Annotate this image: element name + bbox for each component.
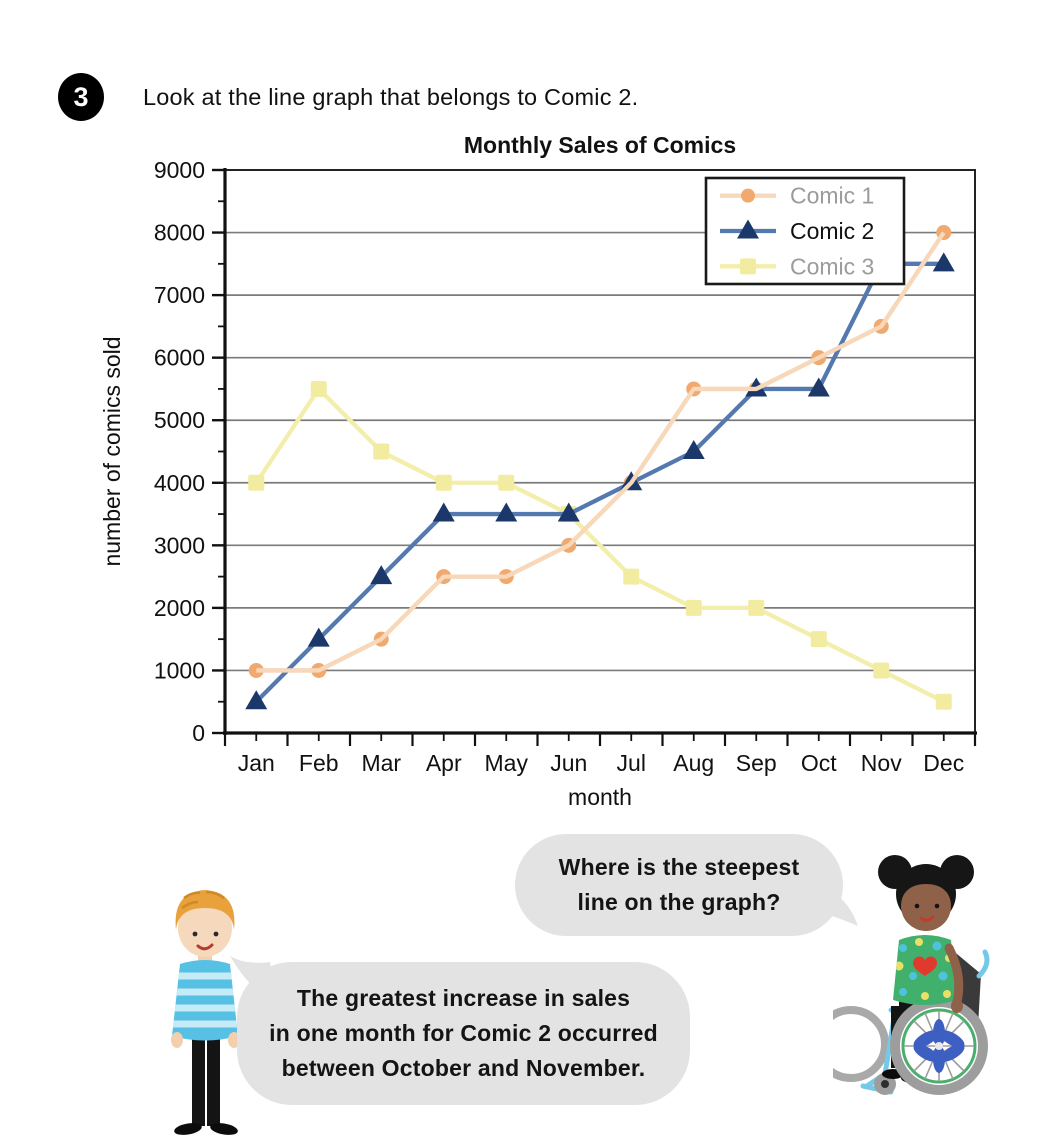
x-tick-label: Apr (426, 750, 462, 776)
question-number: 3 (73, 81, 89, 112)
boy-bubble-line-1: The greatest increase in sales (296, 985, 631, 1011)
marker-triangle (737, 219, 759, 239)
wheelchair-big-wheel (890, 997, 988, 1095)
wheelchair-far-wheel (833, 1006, 889, 1082)
boy-eye (192, 931, 198, 937)
x-tick-label: Nov (861, 750, 902, 776)
marker-triangle (557, 502, 580, 522)
y-tick-label: 3000 (154, 532, 205, 558)
girl-mouth (919, 915, 935, 922)
girl-hand (951, 999, 963, 1013)
series-line-comic-1 (256, 231, 946, 673)
marker-square (435, 474, 452, 491)
marker-triangle (370, 565, 393, 585)
boy-leg (207, 1034, 220, 1126)
marker-square (748, 599, 765, 616)
marker-square (810, 631, 827, 648)
marker-square (935, 693, 952, 710)
x-tick-label: Aug (673, 750, 714, 776)
series-line-comic-2 (254, 261, 944, 704)
boy-speech-bubble: The greatest increase in sales in one mo… (237, 962, 690, 1105)
x-axis-label: month (568, 784, 632, 810)
boy-bubble-line-2: in one month for Comic 2 occurred (269, 1020, 658, 1046)
boy-hair (175, 890, 235, 930)
marker-square (373, 443, 390, 460)
boy-hair-texture (181, 890, 225, 910)
girl-speech-bubble: Where is the steepest line on the graph? (515, 834, 843, 936)
boy-shoe (210, 1123, 238, 1135)
boy-shoe (174, 1123, 202, 1135)
y-tick-label: 9000 (154, 157, 205, 183)
girl-hair-fringe (901, 875, 951, 900)
boy-face (178, 899, 232, 957)
x-tick-label: Feb (299, 750, 339, 776)
girl-bubble-line-2: line on the graph? (577, 889, 781, 915)
x-tick-label: Oct (801, 750, 837, 776)
chart-title: Monthly Sales of Comics (464, 132, 736, 158)
x-tick-label: Jul (617, 750, 646, 776)
x-tick-label: Jun (550, 750, 587, 776)
girl-eye (914, 903, 920, 909)
legend-label: Comic 1 (790, 183, 874, 209)
girl-face (901, 881, 951, 931)
series-line-comic-3 (254, 386, 945, 704)
monthly-sales-chart-svg: 0 1000 2000 3000 4000 5000 6000 7000 8000 9000 Jan… (99, 132, 977, 810)
boy-sweater-stripes (172, 972, 238, 1028)
marker-square (685, 599, 702, 616)
y-tick-label: 6000 (154, 345, 205, 371)
question-number-badge: 3 (58, 73, 104, 121)
marker-triangle (495, 502, 518, 522)
girl-character-illustration (833, 855, 990, 1095)
question-instruction: Look at the line graph that belongs to C… (143, 84, 639, 110)
marker-square (873, 662, 890, 679)
y-axis-label: number of comics sold (100, 336, 125, 566)
wheelchair-handle (976, 949, 990, 979)
boy-sweater (172, 960, 238, 1041)
boy-leg (192, 1034, 205, 1126)
marker-triangle (432, 502, 455, 522)
wheelchair-caster-hub (881, 1080, 889, 1088)
marker-triangle (245, 690, 268, 710)
legend-label: Comic 2 (790, 218, 874, 244)
x-tick-label: Jan (238, 750, 275, 776)
wheel-flower-hub (913, 1019, 965, 1073)
marker-square (248, 474, 265, 491)
boy-eye (213, 931, 219, 937)
marker-square (498, 474, 515, 491)
girl-bubble-line-1: Where is the steepest (558, 854, 800, 880)
y-tick-label: 0 (192, 720, 205, 746)
marker-square (623, 568, 640, 585)
y-tick-label: 7000 (154, 282, 205, 308)
y-tick-label: 1000 (154, 657, 205, 683)
y-tick-label: 8000 (154, 220, 205, 246)
boy-mouth (196, 943, 214, 951)
y-tick-label: 2000 (154, 595, 205, 621)
x-tick-label: Dec (923, 750, 964, 776)
marker-triangle (682, 440, 705, 459)
marker-triangle (932, 252, 955, 272)
boy-hand (171, 1032, 183, 1048)
x-tick-label: Mar (361, 750, 401, 776)
boy-bubble-line-3: between October and November. (281, 1055, 646, 1081)
girl-eye (934, 903, 940, 909)
marker-circle (741, 188, 755, 203)
series-line-comic-1 (256, 231, 946, 673)
y-tick-label: 5000 (154, 407, 205, 433)
girl-arm (944, 943, 964, 1007)
girl-shirt-heart (913, 956, 937, 976)
marker-triangle (807, 377, 830, 397)
x-tick-label: May (485, 750, 529, 776)
marker-square (740, 258, 756, 275)
x-tick-label: Sep (736, 750, 777, 776)
y-tick-label: 4000 (154, 470, 205, 496)
marker-square (310, 380, 327, 397)
line-chart: 0 1000 2000 3000 4000 5000 6000 7000 8000 9000 Jan… (99, 128, 990, 818)
marker-triangle (307, 627, 330, 647)
legend-label: Comic 3 (790, 253, 874, 279)
